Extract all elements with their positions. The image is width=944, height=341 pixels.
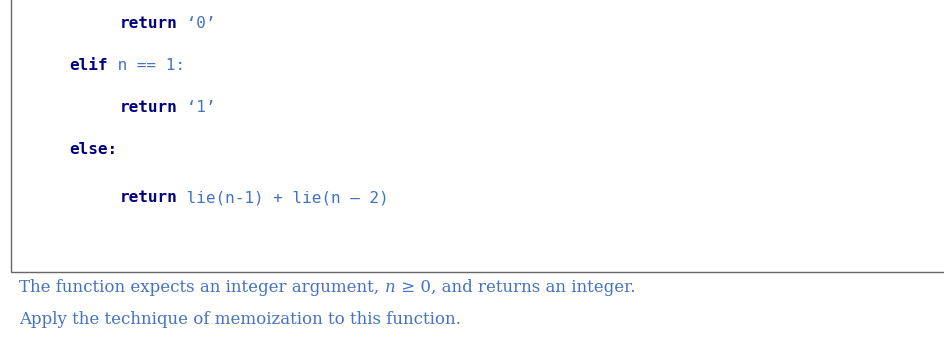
Text: elif: elif (70, 58, 108, 73)
Text: Apply the technique of memoization to this function.: Apply the technique of memoization to th… (20, 311, 462, 328)
Text: else:: else: (70, 142, 118, 157)
Text: ‘1’: ‘1’ (177, 100, 215, 115)
Text: The function expects an integer argument,: The function expects an integer argument… (20, 279, 385, 296)
Text: n == 1:: n == 1: (108, 58, 185, 73)
Text: return: return (120, 190, 177, 205)
Text: ≥ 0, and returns an integer.: ≥ 0, and returns an integer. (396, 279, 635, 296)
Text: lie(n-1) + lie(n – 2): lie(n-1) + lie(n – 2) (177, 190, 389, 205)
Text: n: n (385, 279, 396, 296)
Text: return: return (120, 16, 177, 31)
Text: ‘0’: ‘0’ (177, 16, 215, 31)
Text: return: return (120, 100, 177, 115)
